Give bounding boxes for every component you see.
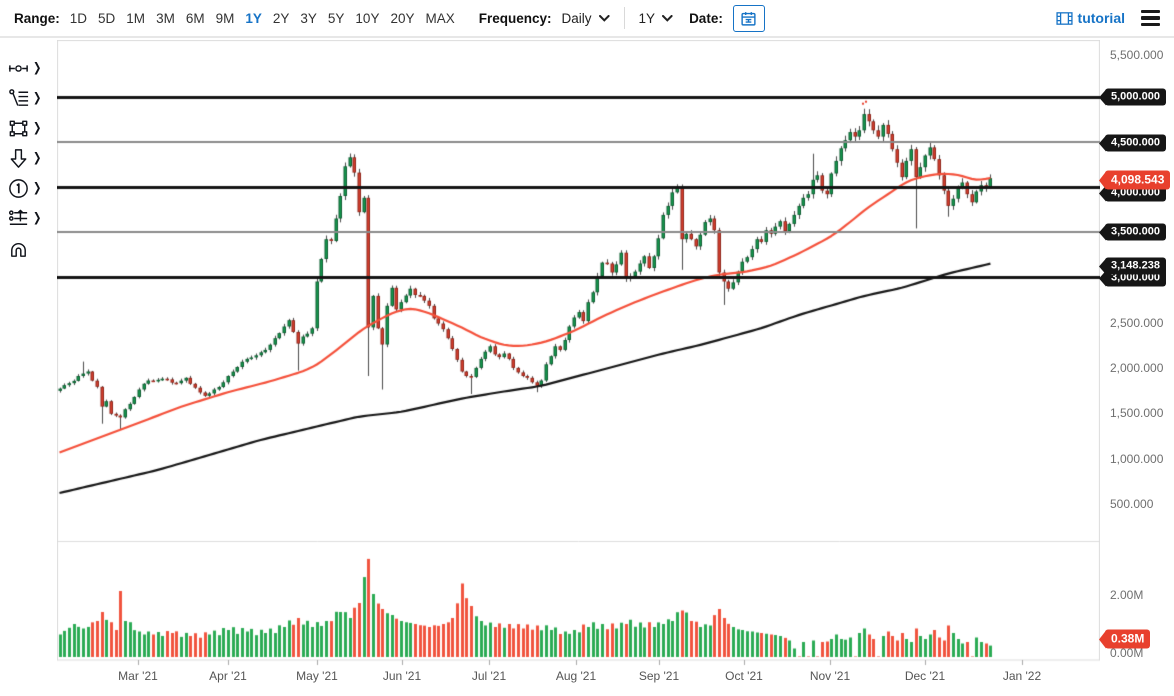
submenu-chevron-icon[interactable]: ❯ — [33, 211, 42, 225]
chevron-down-icon — [598, 14, 610, 22]
range-button-5d[interactable]: 5D — [98, 10, 116, 26]
axis-label: 2,000.000 — [1110, 361, 1164, 375]
tutorial-text: tutorial — [1077, 10, 1125, 26]
time-axis-label: Apr '21 — [209, 669, 247, 683]
range-button-9m[interactable]: 9M — [215, 10, 235, 26]
time-axis-label: Nov '21 — [809, 669, 851, 683]
time-axis-label: Jan '22 — [1002, 669, 1042, 683]
time-axis-label: Dec '21 — [904, 669, 946, 683]
arrow-down-icon — [10, 148, 27, 168]
time-axis-label: Jun '21 — [382, 669, 422, 683]
levels-tool[interactable]: ❯ — [0, 203, 57, 233]
period-dropdown[interactable]: 1Y — [639, 11, 674, 26]
level-badge: 3,148.238 — [1099, 257, 1166, 275]
range-button-6m[interactable]: 6M — [185, 10, 205, 26]
frequency-value: Daily — [561, 10, 592, 26]
range-label: Range: — [14, 10, 60, 26]
arrow-shape-tool[interactable]: ❯ — [0, 143, 57, 173]
range-button-1d[interactable]: 1D — [69, 10, 88, 26]
axis-label: 0.00M — [1110, 646, 1144, 660]
tutorial-link[interactable]: tutorial — [1055, 10, 1125, 26]
submenu-chevron-icon[interactable]: ❯ — [33, 181, 42, 195]
price-axis: 5,500.000 5,000.000 4,500.000 4,000.000 4,09… — [1098, 40, 1174, 668]
menu-icon[interactable] — [1139, 8, 1162, 29]
axis-label: 500.000 — [1110, 497, 1154, 511]
magnet-snap-tool[interactable] — [0, 233, 57, 263]
axis-label: 1,000.000 — [1110, 452, 1164, 466]
range-button-1m[interactable]: 1M — [126, 10, 146, 26]
measure-line-icon — [8, 64, 28, 72]
price-chart-canvas[interactable] — [57, 40, 1100, 668]
axis-label: 2,500.000 — [1110, 316, 1164, 330]
submenu-chevron-icon[interactable]: ❯ — [33, 121, 42, 135]
calendar-icon — [741, 11, 756, 26]
film-icon — [1055, 11, 1073, 25]
submenu-chevron-icon[interactable]: ❯ — [33, 61, 42, 75]
frequency-dropdown[interactable]: Daily — [562, 11, 610, 26]
range-button-3m[interactable]: 3M — [156, 10, 175, 26]
submenu-chevron-icon[interactable]: ❯ — [33, 151, 42, 165]
rectangle-icon — [9, 120, 28, 136]
fibonacci-tool[interactable]: ❯ — [0, 83, 57, 113]
level-badge: 5,000.000 — [1099, 88, 1166, 106]
axis-label: 1,500.000 — [1110, 406, 1164, 420]
range-button-2y[interactable]: 2Y — [272, 10, 290, 26]
top-toolbar: Range: 1D 5D 1M 3M 6M 9M 1Y 2Y 3Y 5Y 10Y 20Y MAX Fre… — [0, 0, 1174, 38]
time-axis-label: May '21 — [296, 669, 338, 683]
current-value-badge: 0.38M — [1098, 629, 1151, 649]
period-value: 1Y — [638, 10, 656, 26]
fibonacci-icon — [9, 88, 29, 106]
toolbar-divider — [623, 7, 625, 29]
drawing-toolbar: ❯ ❯ ❯ ❯ ❯ ❯ — [0, 40, 57, 668]
rectangle-tool[interactable]: ❯ — [0, 113, 57, 143]
range-buttons: 1D 5D 1M 3M 6M 9M 1Y 2Y 3Y 5Y 10Y 20Y MAX — [70, 11, 455, 26]
submenu-chevron-icon[interactable]: ❯ — [33, 91, 42, 105]
level-badge: 4,500.000 — [1099, 134, 1166, 152]
time-axis-label: Sep '21 — [638, 669, 680, 683]
toolbar-right: tutorial — [1055, 8, 1162, 29]
chevron-down-icon — [662, 14, 673, 22]
time-axis-label: Oct '21 — [725, 669, 763, 683]
frequency-label: Frequency: — [478, 10, 552, 26]
levels-icon — [8, 209, 28, 225]
measure-line-tool[interactable]: ❯ — [0, 53, 57, 83]
time-axis-label: Jul '21 — [471, 669, 507, 683]
current-value-badge: 4,098.543 — [1098, 170, 1171, 190]
range-button-20y[interactable]: 20Y — [390, 10, 415, 26]
time-axis: Mar '21 Apr '21 May '21 Jun '21 Jul '21 Aug '… — [0, 666, 1174, 694]
time-axis-label: Mar '21 — [118, 669, 158, 683]
axis-label: 5,500.000 — [1110, 48, 1164, 62]
range-button-10y[interactable]: 10Y — [355, 10, 380, 26]
range-button-max[interactable]: MAX — [425, 10, 455, 26]
magnet-icon — [11, 242, 26, 257]
date-label: Date: — [689, 10, 723, 26]
date-picker-button[interactable] — [732, 4, 765, 32]
range-button-1y[interactable]: 1Y — [245, 10, 262, 26]
circled-one-icon — [9, 178, 28, 198]
level-badge: 3,500.000 — [1099, 223, 1166, 241]
range-button-5y[interactable]: 5Y — [327, 10, 345, 26]
time-axis-label: Aug '21 — [555, 669, 597, 683]
axis-label: 2.00M — [1110, 588, 1144, 602]
annotation-number-tool[interactable]: ❯ — [0, 173, 57, 203]
range-button-3y[interactable]: 3Y — [300, 10, 317, 26]
